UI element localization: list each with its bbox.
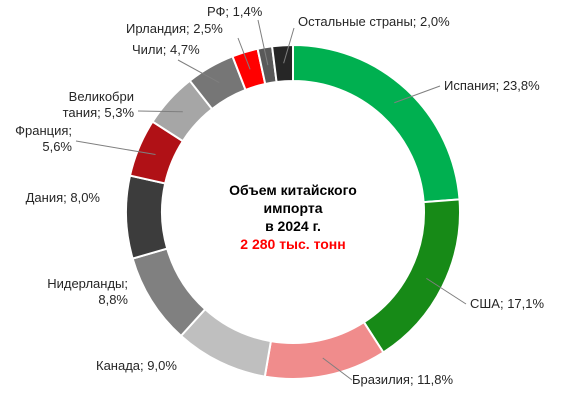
- center-title-line-3: в 2024 г.: [265, 218, 321, 234]
- data-label-2: Бразилия; 11,8%: [352, 372, 454, 387]
- data-label-10: РФ; 1,4%: [207, 4, 263, 19]
- data-label-9: Ирландия; 2,5%: [126, 21, 223, 36]
- data-label-7: Великобри тания; 5,3%: [62, 89, 134, 120]
- leader-line-7: [137, 110, 183, 113]
- leader-line-9: [237, 37, 251, 70]
- donut-slice-2: [263, 320, 385, 380]
- data-label-3: Канада; 9,0%: [96, 358, 177, 373]
- leader-line-0: [394, 85, 441, 104]
- data-label-8: Чили; 4,7%: [132, 42, 200, 57]
- leader-line-10: [257, 19, 269, 66]
- data-label-6: Франция; 5,6%: [15, 123, 72, 154]
- leader-line-11: [283, 27, 295, 64]
- leader-line-8: [177, 59, 220, 84]
- data-label-4: Нидерланды; 8,8%: [47, 276, 128, 307]
- center-total-volume: 2 280 тыс. тонн: [240, 236, 346, 252]
- leader-line-2: [322, 357, 353, 381]
- data-label-1: США; 17,1%: [470, 296, 545, 311]
- leader-line-1: [426, 277, 467, 305]
- donut-slice-0: [292, 43, 461, 204]
- data-label-11: Остальные страны; 2,0%: [298, 14, 450, 29]
- data-label-0: Испания; 23,8%: [444, 78, 540, 93]
- data-label-5: Дания; 8,0%: [25, 190, 100, 205]
- center-title-line-2: импорта: [263, 200, 323, 216]
- donut-slice-11: [270, 43, 294, 84]
- chart-center-title: Объем китайского импорта в 2024 г. 2 280…: [200, 181, 386, 253]
- donut-slice-5: [125, 174, 169, 260]
- center-title-line-1: Объем китайского: [229, 182, 357, 198]
- leader-line-6: [75, 140, 156, 156]
